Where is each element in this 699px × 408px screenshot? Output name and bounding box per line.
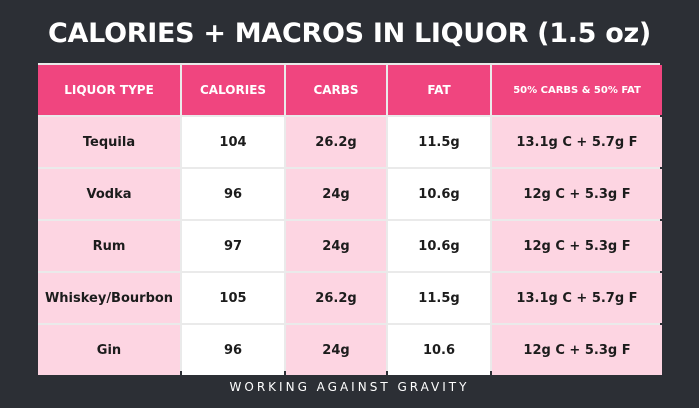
cell-split: 13.1g C + 5.7g F: [492, 273, 662, 323]
header-carbs: CARBS: [286, 65, 386, 115]
cell-fat: 10.6: [388, 325, 490, 375]
cell-liquor-type: Rum: [38, 221, 180, 271]
cell-carbs: 24g: [286, 169, 386, 219]
page-title: CALORIES + MACROS IN LIQUOR (1.5 oz): [48, 18, 651, 49]
header-calories: CALORIES: [182, 65, 284, 115]
cell-calories: 105: [182, 273, 284, 323]
cell-carbs: 26.2g: [286, 117, 386, 167]
cell-liquor-type: Gin: [38, 325, 180, 375]
cell-fat: 11.5g: [388, 117, 490, 167]
cell-calories: 96: [182, 325, 284, 375]
cell-calories: 96: [182, 169, 284, 219]
cell-carbs: 24g: [286, 325, 386, 375]
cell-split: 12g C + 5.3g F: [492, 169, 662, 219]
cell-split: 12g C + 5.3g F: [492, 325, 662, 375]
header-fat: FAT: [388, 65, 490, 115]
cell-fat: 10.6g: [388, 169, 490, 219]
cell-split: 13.1g C + 5.7g F: [492, 117, 662, 167]
brand-footer: WORKING AGAINST GRAVITY: [229, 380, 470, 394]
cell-carbs: 26.2g: [286, 273, 386, 323]
cell-fat: 11.5g: [388, 273, 490, 323]
cell-carbs: 24g: [286, 221, 386, 271]
cell-fat: 10.6g: [388, 221, 490, 271]
cell-calories: 104: [182, 117, 284, 167]
cell-liquor-type: Whiskey/Bourbon: [38, 273, 180, 323]
cell-liquor-type: Vodka: [38, 169, 180, 219]
cell-split: 12g C + 5.3g F: [492, 221, 662, 271]
header-split: 50% CARBS & 50% FAT: [492, 65, 662, 115]
macros-table: LIQUOR TYPE CALORIES CARBS FAT 50% CARBS…: [38, 63, 662, 375]
cell-calories: 97: [182, 221, 284, 271]
cell-liquor-type: Tequila: [38, 117, 180, 167]
header-liquor-type: LIQUOR TYPE: [38, 65, 180, 115]
